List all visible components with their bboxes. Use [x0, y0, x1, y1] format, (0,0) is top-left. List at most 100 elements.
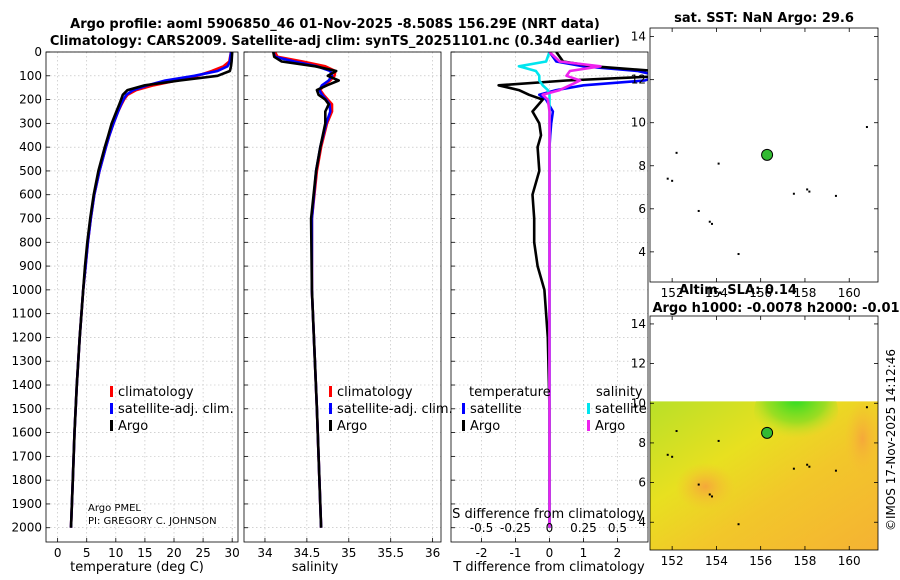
island-speck: [865, 406, 868, 409]
y-tick-label: 1200: [11, 330, 42, 344]
island-speck: [737, 523, 740, 526]
island-speck: [806, 463, 809, 466]
island-speck: [666, 177, 669, 180]
legend-satellite: satellite-adj. clim.: [118, 402, 234, 417]
map-y-tick-label: 4: [638, 515, 646, 529]
salinity-x-label: salinity: [292, 560, 339, 575]
map-y-tick-label: 14: [631, 30, 646, 44]
legend-swatch-s-satellite: [587, 403, 590, 414]
x-tick2-label: 0: [546, 521, 554, 535]
x-tick-label: -1: [510, 546, 522, 560]
legend-swatch-t-satellite: [462, 403, 465, 414]
sla-map-title-line2: Argo h1000: -0.0078 h2000: -0.01: [652, 301, 899, 316]
y-tick-label: 1800: [11, 473, 42, 487]
island-speck: [708, 493, 711, 496]
legend-argo: Argo: [337, 419, 367, 434]
y-tick-label: 1500: [11, 402, 42, 416]
legend-swatch-satellite: [110, 403, 113, 414]
series-group: [497, 52, 648, 528]
y-tick-label: 300: [19, 116, 42, 130]
credit-line2: PI: GREGORY C. JOHNSON: [88, 516, 217, 527]
legend-swatch-climatology: [110, 386, 113, 397]
island-speck: [697, 483, 700, 486]
island-speck: [710, 495, 713, 498]
y-tick-label: 800: [19, 235, 42, 249]
map-y-tick-label: 10: [631, 116, 646, 130]
legend-climatology: climatology: [337, 385, 413, 400]
x-tick-label: 25: [195, 546, 210, 560]
island-speck: [675, 430, 678, 433]
map-x-tick-label: 158: [793, 554, 816, 568]
y-tick-label: 500: [19, 164, 42, 178]
x-tick-label: 1: [580, 546, 588, 560]
island-speck: [666, 453, 669, 456]
map-x-tick-label: 158: [793, 286, 816, 300]
legend-swatch-s-argo: [587, 420, 590, 431]
island-speck: [808, 190, 811, 193]
island-speck: [697, 209, 700, 212]
y-tick-label: 100: [19, 69, 42, 83]
map-x-tick-label: 156: [749, 554, 772, 568]
temperature-panel: 0100200300400500600700800900100011001200…: [11, 45, 239, 560]
island-speck: [792, 192, 795, 195]
island-speck: [710, 222, 713, 225]
timestamp-label: ©IMOS 17-Nov-2025 14:12:46: [884, 349, 898, 531]
difference-legend: temperature salinity satellite Argo sate…: [462, 385, 647, 434]
series-line: [497, 52, 648, 528]
y-tick-label: 1300: [11, 354, 42, 368]
island-speck: [808, 465, 811, 468]
temperature-legend: climatology satellite-adj. clim. Argo: [110, 385, 234, 434]
map-y-tick-label: 6: [638, 476, 646, 490]
map-y-tick-label: 12: [631, 73, 646, 87]
y-tick-label: 700: [19, 212, 42, 226]
y-tick-label: 1000: [11, 283, 42, 297]
x-tick-label: 15: [137, 546, 152, 560]
legend-t-argo: Argo: [470, 419, 500, 434]
island-speck: [671, 179, 674, 182]
x-tick-label: 35.5: [377, 546, 404, 560]
legend-t-satellite: satellite: [470, 402, 522, 417]
map-x-tick-label: 154: [705, 554, 728, 568]
y-tick-label: 2000: [11, 521, 42, 535]
y-tick-label: 1900: [11, 497, 42, 511]
argo-position-marker: [761, 148, 774, 161]
y-tick-label: 1400: [11, 378, 42, 392]
sst-map-panel: 152 154 156 158 160 4 6 8 10 12 14: [631, 27, 879, 300]
island-speck: [834, 194, 837, 197]
plot-frame: [243, 51, 442, 543]
legend-swatch-satellite: [329, 403, 332, 414]
map-y-tick-label: 8: [638, 159, 646, 173]
series-line: [272, 52, 334, 528]
x-tick-label: 0: [54, 546, 62, 560]
map-x-tick-label: 152: [661, 286, 684, 300]
legend-argo: Argo: [118, 419, 148, 434]
y-tick-label: 0: [34, 45, 42, 59]
sst-map-title: sat. SST: NaN Argo: 29.6: [674, 11, 854, 26]
legend-swatch-climatology: [329, 386, 332, 397]
argo-position-marker: [761, 426, 774, 439]
y-tick-label: 400: [19, 140, 42, 154]
map-frame: [649, 315, 879, 551]
salinity-panel: 34 34.5 35 35.5 36: [243, 51, 442, 560]
map-y-tick-label: 6: [638, 202, 646, 216]
legend-swatch-argo: [329, 420, 332, 431]
map-x-tick-label: 160: [838, 554, 861, 568]
island-speck: [806, 188, 809, 191]
island-speck: [792, 467, 795, 470]
map-x-tick-label: 154: [705, 286, 728, 300]
island-speck: [834, 469, 837, 472]
island-speck: [708, 220, 711, 223]
series-line: [272, 52, 341, 528]
y-tick-label: 1100: [11, 307, 42, 321]
map-y-tick-label: 8: [638, 436, 646, 450]
sla-low-region: [675, 462, 736, 511]
y-tick-label: 1600: [11, 426, 42, 440]
island-speck: [737, 253, 740, 256]
y-tick-label: 1700: [11, 449, 42, 463]
x-tick-label: 30: [225, 546, 240, 560]
series-group: [272, 52, 341, 528]
salinity-legend: climatology satellite-adj. clim. Argo: [329, 385, 453, 434]
x-tick-label: 5: [83, 546, 91, 560]
x-tick2-label: -0.5: [470, 521, 493, 535]
